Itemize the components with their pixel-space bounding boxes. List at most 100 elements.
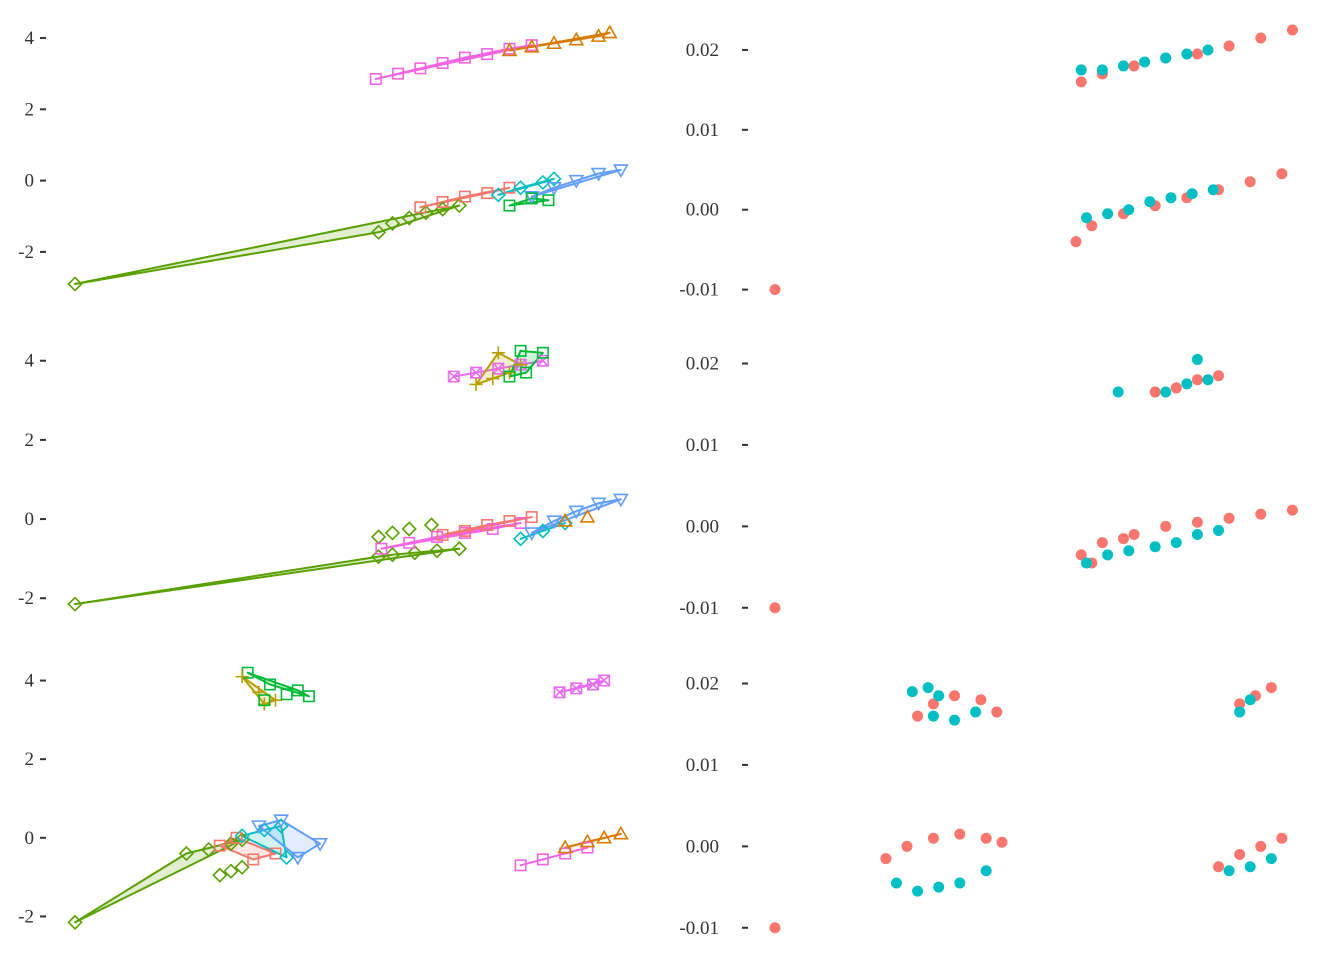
data-point-marker bbox=[581, 841, 594, 854]
data-point-marker bbox=[401, 210, 417, 226]
data-point-marker bbox=[273, 818, 289, 834]
data-point-marker bbox=[370, 529, 387, 545]
data-point bbox=[1244, 861, 1256, 873]
y-axis: -0.01 0.00 0.01 0.02 bbox=[679, 40, 748, 301]
data-point bbox=[1255, 32, 1267, 44]
data-point-marker bbox=[401, 521, 417, 537]
data-point-marker bbox=[302, 690, 315, 703]
data-point-marker bbox=[512, 180, 529, 196]
data-point bbox=[1123, 545, 1135, 557]
data-point bbox=[1255, 508, 1267, 520]
group-markers bbox=[523, 493, 629, 542]
data-point-marker bbox=[407, 545, 423, 561]
data-point-marker bbox=[490, 187, 506, 203]
y-tick-label: 0.01 bbox=[686, 435, 719, 456]
y-tick-label: -2 bbox=[18, 588, 34, 609]
data-point-marker bbox=[392, 67, 405, 80]
data-point-marker bbox=[598, 674, 611, 687]
data-point-marker bbox=[414, 62, 427, 75]
data-point bbox=[1186, 188, 1198, 200]
data-point-marker bbox=[501, 42, 518, 57]
y-tick-label: 0.01 bbox=[686, 755, 719, 776]
data-point-marker bbox=[612, 164, 629, 179]
data-point-marker bbox=[601, 24, 618, 39]
data-point-marker bbox=[247, 853, 260, 866]
data-point-marker bbox=[257, 697, 271, 711]
series-points bbox=[769, 682, 1288, 934]
data-point bbox=[1213, 861, 1225, 873]
data-point bbox=[1081, 557, 1093, 569]
data-point bbox=[1075, 64, 1087, 76]
data-point-marker bbox=[514, 859, 527, 872]
data-point bbox=[1207, 184, 1219, 196]
data-point-marker bbox=[520, 366, 533, 379]
data-point bbox=[1160, 52, 1172, 64]
data-point-marker bbox=[370, 224, 387, 240]
data-point-marker bbox=[223, 836, 239, 852]
data-point-marker bbox=[502, 366, 516, 380]
data-point bbox=[970, 706, 982, 718]
data-point bbox=[1149, 386, 1161, 398]
data-point-marker bbox=[384, 525, 401, 541]
chart-panel-row2-left: -2 0 2 4 bbox=[18, 344, 629, 612]
group-markers bbox=[234, 818, 295, 866]
data-point bbox=[1202, 44, 1214, 56]
y-tick-label: 0.02 bbox=[686, 40, 719, 61]
data-point bbox=[1149, 541, 1161, 553]
data-point-marker bbox=[557, 839, 574, 854]
data-point-marker bbox=[570, 682, 583, 695]
data-point-marker bbox=[469, 377, 483, 391]
data-point-marker bbox=[590, 497, 607, 512]
data-point bbox=[933, 881, 945, 893]
data-point-marker bbox=[535, 174, 551, 191]
data-point-marker bbox=[289, 851, 306, 866]
data-point bbox=[1265, 682, 1277, 694]
group-markers bbox=[370, 517, 440, 545]
data-point bbox=[1191, 374, 1203, 386]
group-hull bbox=[74, 547, 461, 606]
data-point-marker bbox=[486, 372, 500, 386]
data-point-marker bbox=[403, 536, 416, 549]
data-point-marker bbox=[568, 505, 585, 520]
group-markers bbox=[67, 197, 467, 292]
y-axis: -2 0 2 4 bbox=[18, 28, 46, 263]
data-point bbox=[1102, 208, 1114, 220]
data-point-marker bbox=[568, 31, 585, 46]
data-point-marker bbox=[375, 542, 388, 555]
data-point bbox=[1117, 60, 1129, 72]
data-point-marker bbox=[546, 182, 562, 196]
data-point bbox=[980, 865, 992, 877]
data-point-marker bbox=[514, 344, 527, 357]
data-point bbox=[1144, 196, 1156, 208]
data-point-marker bbox=[223, 863, 239, 879]
data-point-marker bbox=[230, 831, 243, 844]
data-point-marker bbox=[451, 541, 467, 557]
data-point-marker bbox=[458, 190, 471, 203]
group-markers bbox=[523, 164, 629, 205]
data-point-marker bbox=[263, 678, 276, 691]
group-markers bbox=[436, 511, 538, 541]
data-point bbox=[933, 690, 945, 702]
y-tick-label: 0.00 bbox=[686, 516, 719, 537]
data-point bbox=[1096, 537, 1108, 549]
data-point-marker bbox=[279, 849, 295, 866]
data-point-marker bbox=[559, 847, 572, 860]
series-points bbox=[1075, 44, 1219, 224]
y-tick-label: 0.02 bbox=[686, 674, 719, 695]
data-point-marker bbox=[579, 833, 596, 848]
data-point-marker bbox=[458, 524, 471, 537]
data-point bbox=[1286, 504, 1298, 516]
data-point bbox=[769, 922, 781, 934]
group-hull bbox=[380, 522, 522, 550]
data-point-marker bbox=[590, 28, 607, 42]
data-point bbox=[1160, 520, 1172, 532]
group-hull bbox=[530, 168, 622, 198]
y-tick-label: 0 bbox=[25, 828, 35, 849]
data-point bbox=[1181, 378, 1193, 390]
y-tick-label: 0 bbox=[25, 171, 35, 192]
data-point bbox=[1191, 516, 1203, 528]
data-point bbox=[1202, 374, 1214, 386]
data-point bbox=[1081, 212, 1093, 224]
data-point-marker bbox=[491, 346, 505, 360]
y-tick-label: -0.01 bbox=[679, 598, 719, 619]
